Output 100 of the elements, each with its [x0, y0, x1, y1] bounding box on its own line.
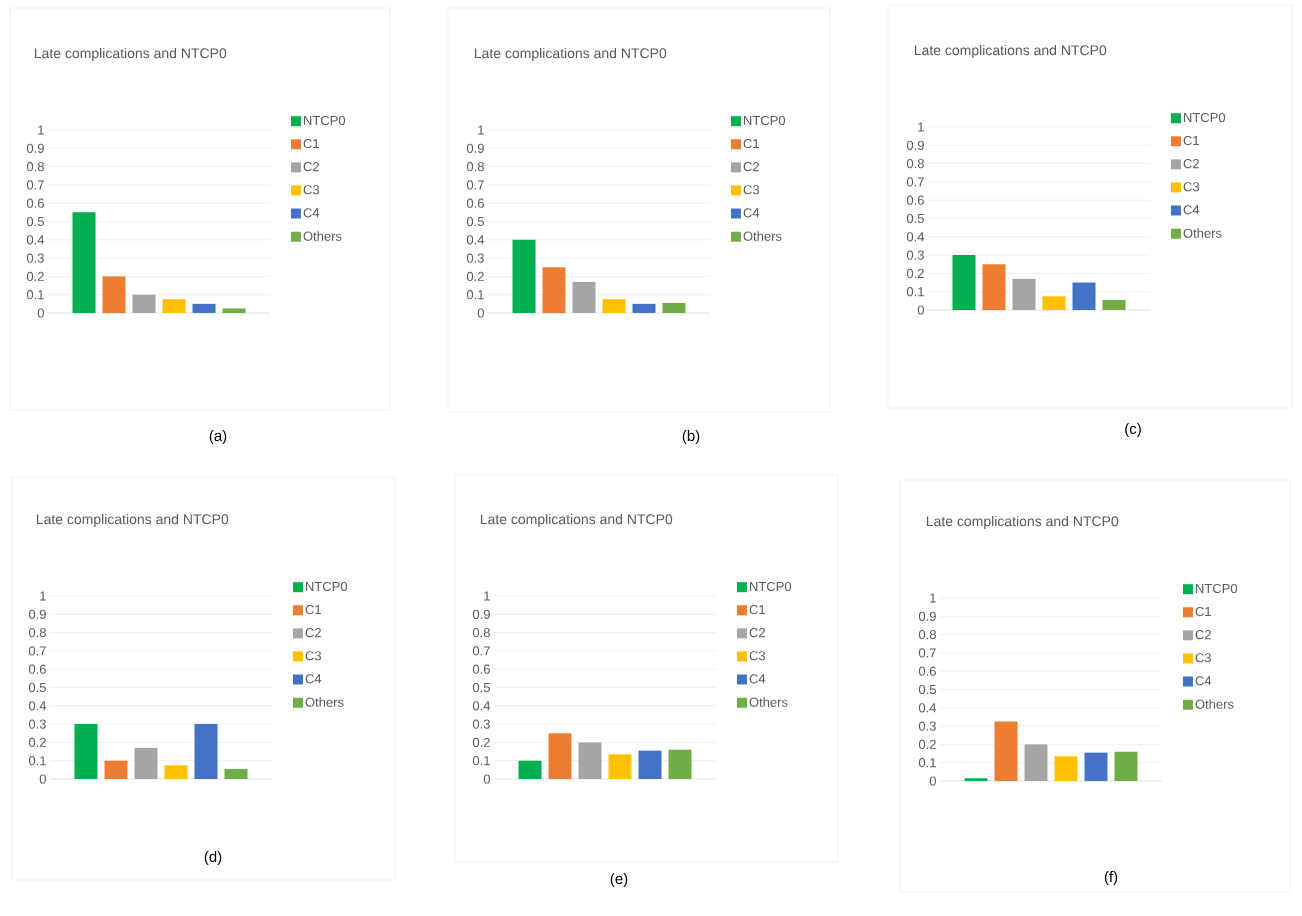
bar: [572, 281, 596, 313]
y-tick-label: 0.3: [918, 721, 936, 731]
y-tick-label: 0.7: [918, 648, 936, 658]
text: (e): [610, 873, 628, 887]
y-tick-label: 0.3: [26, 253, 44, 263]
y-tick-label: 0.6: [472, 664, 490, 674]
legend-label: C4: [749, 674, 766, 684]
y-tick-label: 0.6: [906, 195, 924, 205]
bar: [994, 721, 1018, 781]
y-tick-label: 0: [917, 305, 924, 315]
bar: [224, 768, 248, 779]
legend-label: NTCP0: [1184, 112, 1226, 123]
y-tick-label: 1: [478, 125, 484, 135]
y-tick-label: 0.6: [466, 198, 484, 208]
legend-label: C2: [1183, 159, 1199, 169]
y-tick-label: 0.4: [28, 701, 47, 711]
y-tick-label: 0.1: [28, 756, 46, 766]
text: (b): [682, 430, 700, 444]
y-tick-label: 0.7: [26, 180, 44, 190]
y-tick-label: 0.9: [472, 609, 490, 619]
legend-label: Others: [749, 697, 788, 707]
legend-label: C1: [303, 138, 319, 149]
y-tick-label: 0.5: [466, 216, 484, 227]
bar: [638, 750, 662, 779]
y-tick-label: 0.2: [26, 271, 44, 281]
bar: [1072, 282, 1096, 310]
legend-label: C4: [303, 208, 320, 218]
y-tick-label: 0.7: [466, 180, 484, 190]
y-tick-label: 0.4: [472, 701, 491, 711]
legend-label: C1: [749, 604, 765, 615]
legend-label: NTCP0: [744, 115, 786, 126]
bar: [164, 765, 188, 779]
y-tick-label: 0.2: [918, 739, 936, 749]
chart-title: Late complications and NTCP0: [480, 513, 673, 527]
y-tick-label: 0.8: [28, 627, 46, 638]
y-tick-label: 0.9: [28, 609, 46, 619]
bar: [964, 778, 988, 781]
chart-title: Late complications and NTCP0: [36, 513, 229, 527]
legend-label: C1: [305, 604, 321, 615]
chart-title: Late complications and NTCP0: [926, 515, 1119, 529]
legend-label: C2: [743, 162, 759, 172]
chart-title: Late complications and NTCP0: [474, 47, 667, 61]
y-tick-label: 0.2: [28, 737, 46, 747]
legend-label: C4: [743, 208, 760, 218]
y-tick-label: 0.1: [466, 290, 484, 300]
y-tick-label: 0.8: [26, 162, 44, 172]
bar: [608, 754, 632, 779]
y-tick-label: 0.3: [28, 719, 46, 729]
bar: [512, 239, 536, 313]
bar: [542, 267, 566, 313]
bar: [132, 294, 156, 313]
legend-label: C4: [1195, 676, 1212, 686]
bar: [668, 749, 692, 779]
bar: [1012, 278, 1036, 310]
bar: [192, 303, 216, 313]
legend-label: C4: [305, 674, 322, 684]
y-tick-label: 0.9: [906, 140, 924, 150]
y-tick-label: 0.2: [466, 271, 484, 281]
bar: [602, 299, 626, 313]
y-tick-label: 0.3: [472, 719, 490, 729]
y-tick-label: 0.5: [28, 682, 46, 693]
bar: [104, 760, 128, 779]
y-tick-label: 1: [918, 122, 924, 132]
y-tick-label: 1: [484, 591, 490, 601]
text: (c): [1125, 423, 1141, 437]
y-tick-label: 0.1: [472, 756, 490, 766]
text: (d): [204, 851, 222, 865]
bar: [102, 276, 126, 313]
legend-label: Others: [1195, 699, 1234, 709]
legend-label: C3: [1183, 182, 1200, 192]
y-tick-label: 0.8: [906, 159, 924, 169]
bar: [1054, 756, 1078, 781]
bar: [1024, 744, 1048, 781]
y-tick-label: 0.1: [26, 290, 44, 300]
y-tick-label: 0.7: [906, 177, 924, 187]
y-tick-label: 0.5: [472, 682, 490, 693]
legend-label: C1: [743, 138, 759, 149]
y-tick-label: 0.1: [906, 287, 924, 297]
legend-label: C2: [303, 162, 319, 172]
y-tick-label: 0.7: [28, 646, 46, 656]
y-tick-label: 0.4: [918, 703, 937, 713]
y-tick-label: 0.5: [906, 213, 924, 224]
legend-label: NTCP0: [304, 115, 346, 126]
y-tick-label: 0: [37, 308, 44, 318]
bar: [518, 760, 542, 779]
bar: [952, 255, 976, 310]
legend-label: Others: [1183, 228, 1222, 238]
chart-title: Late complications and NTCP0: [914, 44, 1107, 58]
legend-label: Others: [303, 231, 342, 241]
bar: [222, 308, 246, 313]
bar: [1084, 752, 1108, 781]
y-tick-label: 0.8: [472, 627, 490, 638]
bar: [162, 299, 186, 313]
legend-label: C2: [305, 628, 321, 638]
y-tick-label: 0.4: [466, 235, 485, 245]
bar: [194, 724, 218, 779]
legend-label: C3: [743, 185, 760, 195]
text: (a): [209, 430, 227, 444]
bar: [72, 212, 96, 313]
y-tick-label: 0: [477, 308, 484, 318]
